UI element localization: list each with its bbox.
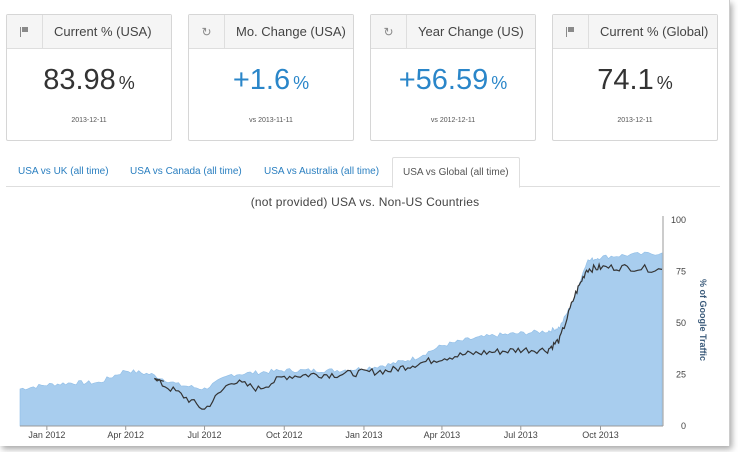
card-header: ↻ Year Change (US) [371,14,535,49]
tab-usa-vs-australia[interactable]: USA vs Australia (all time) [264,166,380,177]
x-tick-label: Jul 2013 [504,430,538,440]
card-date: 2013-12-11 [617,117,653,124]
card-title: Current % (Global) [600,24,709,39]
card-date: vs 2013-11-11 [249,117,293,124]
card-value: +56.59% [398,64,508,96]
x-tick-label: Apr 2013 [424,430,461,440]
y-tick-label: 50 [676,318,686,328]
tab-usa-vs-uk[interactable]: USA vs UK (all time) [18,166,109,177]
area-series [19,251,663,427]
x-tick-label: Apr 2012 [107,430,144,440]
x-tick-label: Jul 2012 [188,430,222,440]
tab-usa-vs-global[interactable]: USA vs Global (all time) [392,157,520,188]
y-axis-label: % of Google Traffic [698,279,708,361]
refresh-icon: ↻ [371,14,407,49]
x-tick-label: Oct 2013 [582,430,619,440]
card-header: Current % (Global) [553,14,717,49]
chart-title: (not provided) USA vs. Non-US Countries [250,195,480,209]
line-series [153,262,663,410]
y-tick-label: 100 [671,215,686,225]
chart-area: 0 25 50 75 100 Jan 2012 Apr 2012 Jul 2012 Oct 20… [19,215,708,440]
y-tick-label: 75 [676,267,686,277]
card-year-change-us: ↻ Year Change (US) +56.59% vs 2012-12-11 [370,14,536,141]
card-current-global: Current % (Global) 74.1% 2013-12-11 [552,14,718,141]
card-title: Mo. Change (USA) [236,24,346,39]
x-tick-label: Jan 2013 [345,430,382,440]
card-value: 74.1% [597,64,673,96]
refresh-icon: ↻ [189,14,225,49]
y-tick-label: 25 [676,370,686,380]
tab-usa-vs-canada[interactable]: USA vs Canada (all time) [130,166,242,177]
flag-icon [7,14,43,49]
card-header: Current % (USA) [7,14,171,49]
x-tick-label: Jan 2012 [28,430,65,440]
chart-tabs: USA vs UK (all time) USA vs Canada (all … [6,157,720,188]
card-value: +1.6% [232,64,310,96]
x-tick-label: Oct 2012 [266,430,303,440]
flag-icon [553,14,589,49]
card-title: Year Change (US) [418,24,524,39]
card-date: vs 2012-12-11 [430,117,476,124]
card-date: 2013-12-11 [71,117,107,124]
card-title: Current % (USA) [54,24,152,39]
card-value: 83.98% [43,64,135,96]
y-tick-label: 0 [681,421,686,431]
card-current-usa: Current % (USA) 83.98% 2013-12-11 [6,14,172,141]
card-header: ↻ Mo. Change (USA) [189,14,353,49]
card-month-change-usa: ↻ Mo. Change (USA) +1.6% vs 2013-11-11 [188,14,354,141]
